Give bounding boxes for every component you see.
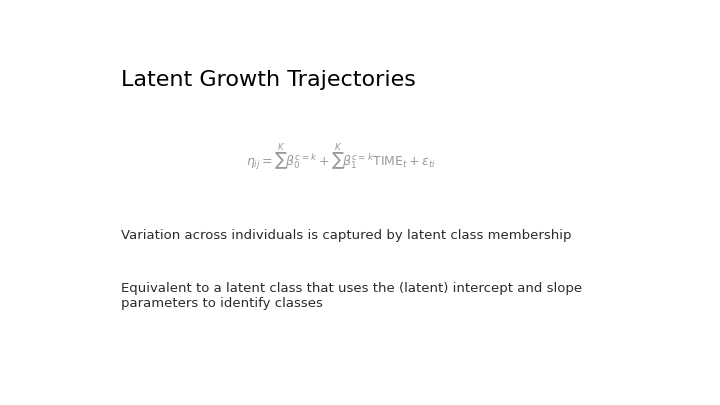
- Text: Variation across individuals is captured by latent class membership: Variation across individuals is captured…: [121, 230, 571, 243]
- Text: $\eta_{ij} = \sum^{K} \beta_0^{c=k} + \sum^{K} \beta_1^{c=k}\mathrm{TIME}_t + \e: $\eta_{ij} = \sum^{K} \beta_0^{c=k} + \s…: [246, 142, 436, 173]
- Text: Equivalent to a latent class that uses the (latent) intercept and slope
paramete: Equivalent to a latent class that uses t…: [121, 283, 582, 311]
- Text: Latent Growth Trajectories: Latent Growth Trajectories: [121, 70, 415, 90]
